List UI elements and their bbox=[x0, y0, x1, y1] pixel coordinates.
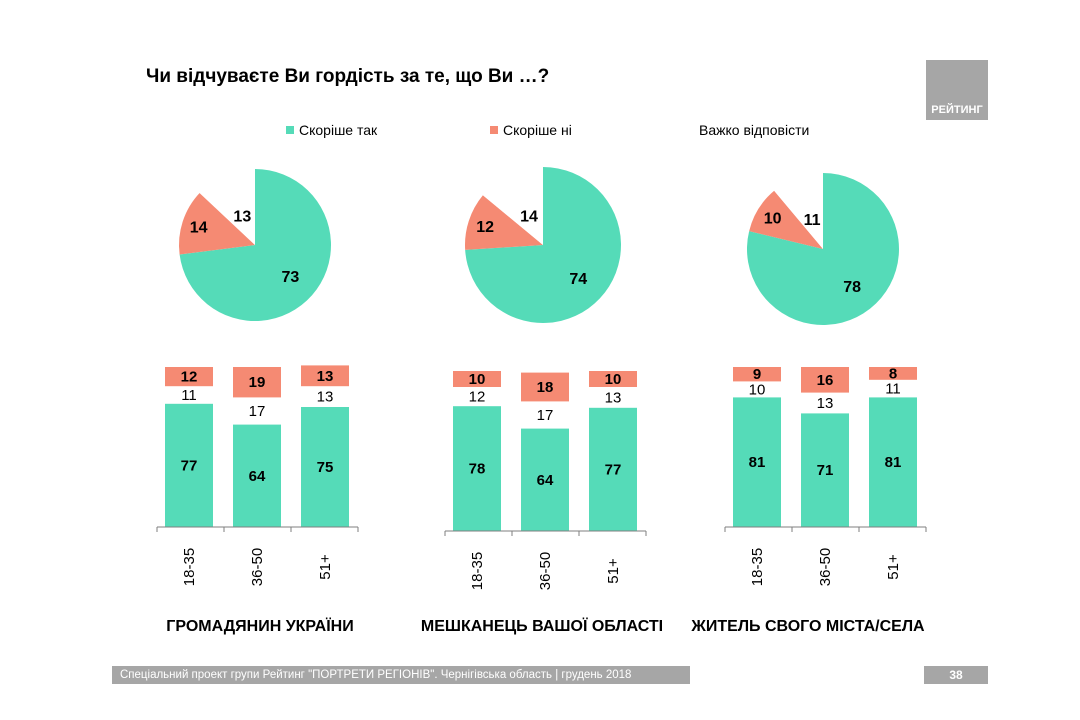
bar-label-no: 10 bbox=[605, 371, 622, 388]
x-tick-label: 36-50 bbox=[817, 548, 834, 586]
bar-label-yes: 77 bbox=[605, 461, 622, 478]
bar-segment-no bbox=[233, 367, 281, 398]
bar-label-hard: 13 bbox=[605, 389, 622, 406]
bar-label-no: 12 bbox=[181, 369, 198, 386]
legend-label-no: Скоріше ні bbox=[503, 122, 572, 138]
pie-label-yes: 73 bbox=[281, 269, 299, 286]
legend-swatch-yes bbox=[286, 126, 294, 134]
x-tick-label: 36-50 bbox=[249, 548, 266, 586]
bar-label-yes: 71 bbox=[817, 462, 834, 479]
bar-segment-yes bbox=[869, 397, 917, 527]
page-number: 38 bbox=[924, 666, 988, 684]
legend-label-yes: Скоріше так bbox=[299, 122, 378, 138]
group-label-region: МЕШКАНЕЦЬ ВАШОЇ ОБЛАСТІ bbox=[420, 618, 664, 635]
bar-segment-no bbox=[521, 372, 569, 402]
pie-slice-hard bbox=[199, 169, 255, 245]
legend-item-no: Скоріше ні bbox=[490, 122, 572, 138]
pie-label-no: 14 bbox=[190, 220, 208, 237]
bar-label-hard: 17 bbox=[249, 403, 266, 420]
bar-label-hard: 17 bbox=[537, 407, 554, 424]
bar-segment-no bbox=[801, 367, 849, 393]
pie-slice-no bbox=[464, 195, 543, 250]
bar-segment-yes bbox=[521, 428, 569, 531]
pie-label-hard: 13 bbox=[233, 209, 251, 226]
legend-swatch-no bbox=[490, 126, 498, 134]
bar-segment-yes bbox=[165, 403, 213, 527]
x-tick-label: 51+ bbox=[317, 554, 334, 580]
pie-label-hard: 14 bbox=[520, 208, 538, 225]
pie-slice-yes bbox=[465, 167, 621, 324]
bar-label-yes: 78 bbox=[469, 461, 486, 478]
pie-slice-no bbox=[178, 192, 255, 255]
x-tick-label: 18-35 bbox=[749, 548, 766, 586]
bar-label-yes: 81 bbox=[749, 454, 766, 471]
bar-segment-no bbox=[453, 371, 501, 387]
pie-slice-yes bbox=[746, 173, 899, 325]
bar-segment-yes bbox=[733, 397, 781, 527]
bar-label-hard: 13 bbox=[817, 395, 834, 412]
x-tick-label: 18-35 bbox=[181, 548, 198, 586]
bar-segment-no bbox=[589, 371, 637, 387]
logo-text: РЕЙТИНГ bbox=[931, 104, 983, 116]
rating-logo: РЕЙТИНГ bbox=[926, 60, 988, 120]
x-tick-label: 51+ bbox=[885, 554, 902, 580]
bar-label-hard: 13 bbox=[317, 389, 334, 406]
bar-label-yes: 75 bbox=[317, 459, 334, 476]
bar-segment-yes bbox=[233, 424, 281, 527]
bar-label-hard: 11 bbox=[885, 381, 901, 398]
legend-label-hard: Важко відповісти bbox=[699, 122, 810, 138]
pie-label-no: 10 bbox=[764, 211, 782, 228]
bar-segment-no bbox=[869, 367, 917, 380]
bar-segment-yes bbox=[301, 407, 349, 527]
bar-segment-no bbox=[301, 365, 349, 387]
bar-segment-yes bbox=[589, 407, 637, 531]
bar-label-hard: 12 bbox=[469, 389, 486, 406]
pie-label-yes: 78 bbox=[843, 279, 861, 296]
group-label-town: ЖИТЕЛЬ СВОГО МІСТА/СЕЛА bbox=[691, 618, 925, 635]
bar-label-no: 8 bbox=[889, 365, 897, 382]
pie-slice-yes bbox=[179, 169, 332, 321]
bar-label-no: 13 bbox=[317, 368, 334, 385]
bar-label-hard: 10 bbox=[749, 381, 766, 398]
bar-segment-no bbox=[165, 367, 213, 387]
x-tick-label: 18-35 bbox=[469, 552, 486, 590]
bar-segment-yes bbox=[453, 406, 501, 531]
bar-label-yes: 77 bbox=[181, 457, 198, 474]
bar-label-yes: 81 bbox=[885, 454, 902, 471]
bar-label-hard: 11 bbox=[181, 387, 197, 404]
legend-item-hard: Важко відповісти bbox=[686, 122, 809, 138]
legend-item-yes: Скоріше так bbox=[286, 122, 377, 138]
pie-slice-no bbox=[749, 190, 823, 249]
legend-swatch-hard bbox=[686, 126, 694, 134]
bar-label-yes: 64 bbox=[537, 472, 554, 489]
pie-label-no: 12 bbox=[476, 219, 494, 236]
x-tick-label: 36-50 bbox=[537, 552, 554, 590]
bar-label-no: 18 bbox=[537, 379, 554, 396]
bar-label-yes: 64 bbox=[249, 468, 266, 485]
bar-label-no: 16 bbox=[817, 372, 834, 389]
page-title: Чи відчуваєте Ви гордість за те, що Ви …… bbox=[146, 66, 550, 87]
footer-bar: Спеціальний проект групи Рейтинг "ПОРТРЕ… bbox=[112, 666, 690, 684]
group-label-citizen: ГРОМАДЯНИН УКРАЇНИ bbox=[166, 618, 354, 635]
bar-label-no: 9 bbox=[753, 366, 761, 383]
bar-label-no: 19 bbox=[249, 374, 266, 391]
pie-label-yes: 74 bbox=[569, 271, 587, 288]
bar-segment-yes bbox=[801, 413, 849, 527]
pie-label-hard: 11 bbox=[804, 212, 821, 229]
bar-label-no: 10 bbox=[469, 371, 486, 388]
bar-segment-no bbox=[733, 367, 781, 382]
pie-slice-hard bbox=[774, 173, 823, 249]
x-tick-label: 51+ bbox=[605, 558, 622, 584]
pie-slice-hard bbox=[482, 167, 543, 245]
